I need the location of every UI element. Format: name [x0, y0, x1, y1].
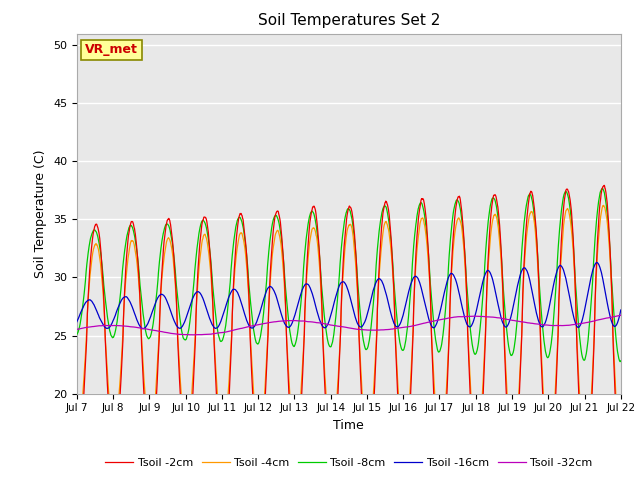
Tsoil -4cm: [225, 386, 232, 392]
Tsoil -2cm: [584, 470, 591, 476]
Tsoil -8cm: [365, 342, 372, 348]
Y-axis label: Soil Temperature (C): Soil Temperature (C): [35, 149, 47, 278]
Tsoil -4cm: [584, 444, 591, 450]
Tsoil -16cm: [365, 307, 372, 312]
Tsoil -4cm: [376, 259, 384, 265]
Line: Tsoil -4cm: Tsoil -4cm: [77, 205, 621, 459]
Tsoil -2cm: [376, 246, 384, 252]
Tsoil -16cm: [507, 314, 515, 320]
Tsoil -4cm: [569, 240, 577, 246]
Tsoil -2cm: [73, 450, 81, 456]
Tsoil -8cm: [376, 220, 384, 226]
Tsoil -4cm: [73, 424, 81, 430]
Legend: Tsoil -2cm, Tsoil -4cm, Tsoil -8cm, Tsoil -16cm, Tsoil -32cm: Tsoil -2cm, Tsoil -4cm, Tsoil -8cm, Tsoi…: [101, 453, 596, 472]
Tsoil -4cm: [365, 444, 372, 449]
Tsoil -8cm: [616, 359, 624, 364]
Tsoil -16cm: [225, 294, 232, 300]
Text: VR_met: VR_met: [85, 43, 138, 56]
Tsoil -16cm: [569, 311, 577, 316]
Tsoil -16cm: [73, 319, 81, 324]
Title: Soil Temperatures Set 2: Soil Temperatures Set 2: [258, 13, 440, 28]
Tsoil -32cm: [365, 327, 372, 333]
Tsoil -8cm: [569, 232, 577, 238]
Tsoil -8cm: [599, 186, 607, 192]
Tsoil -32cm: [617, 312, 625, 318]
Tsoil -2cm: [600, 182, 608, 188]
Tsoil -32cm: [73, 326, 81, 332]
Tsoil -2cm: [507, 470, 515, 476]
Line: Tsoil -8cm: Tsoil -8cm: [77, 189, 621, 361]
Tsoil -8cm: [73, 332, 81, 337]
Tsoil -32cm: [584, 319, 592, 325]
Tsoil -2cm: [569, 227, 577, 232]
Tsoil -4cm: [600, 203, 607, 208]
Line: Tsoil -32cm: Tsoil -32cm: [77, 315, 621, 335]
Tsoil -4cm: [617, 456, 625, 462]
Tsoil -16cm: [617, 307, 625, 313]
Tsoil -8cm: [584, 340, 591, 346]
Tsoil -16cm: [593, 260, 601, 265]
Tsoil -32cm: [225, 328, 232, 334]
Line: Tsoil -2cm: Tsoil -2cm: [77, 185, 621, 480]
Tsoil -2cm: [365, 469, 372, 475]
Tsoil -32cm: [569, 322, 577, 327]
Tsoil -16cm: [139, 326, 147, 332]
Tsoil -2cm: [225, 406, 232, 411]
Tsoil -16cm: [584, 289, 592, 295]
Tsoil -16cm: [376, 276, 384, 282]
X-axis label: Time: Time: [333, 419, 364, 432]
Tsoil -8cm: [225, 298, 232, 304]
Tsoil -8cm: [507, 352, 515, 358]
Tsoil -32cm: [189, 332, 196, 338]
Line: Tsoil -16cm: Tsoil -16cm: [77, 263, 621, 329]
Tsoil -4cm: [507, 442, 515, 448]
Tsoil -8cm: [617, 358, 625, 364]
Tsoil -32cm: [507, 317, 515, 323]
Tsoil -32cm: [376, 327, 384, 333]
